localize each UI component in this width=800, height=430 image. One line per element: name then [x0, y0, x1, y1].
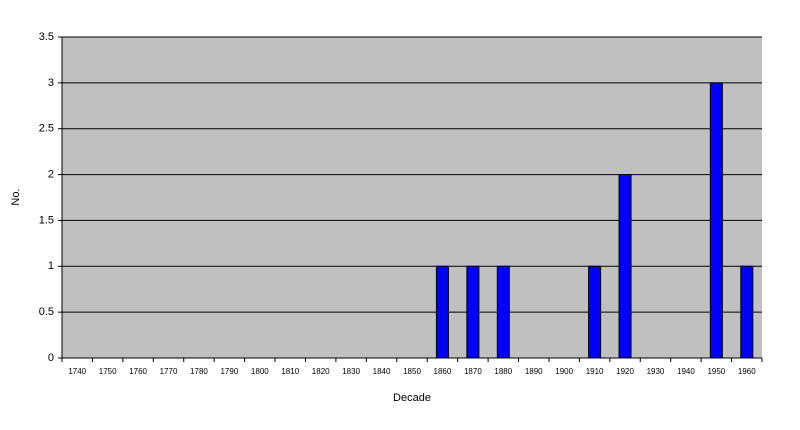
x-tick-label: 1950 [707, 367, 725, 376]
bar [618, 174, 632, 359]
y-tick-label: 1.5 [39, 214, 54, 226]
x-tick-label: 1900 [555, 367, 573, 376]
x-tick-label: 1740 [68, 367, 86, 376]
x-tick-label: 1810 [281, 367, 299, 376]
y-tick-label: 2.5 [39, 123, 54, 135]
y-axis-label: No. [10, 188, 22, 205]
x-axis-label: Decade [393, 392, 431, 404]
bar [740, 265, 754, 359]
x-tick-label: 1790 [220, 367, 238, 376]
x-tick-label: 1920 [616, 367, 634, 376]
bar [496, 265, 510, 359]
x-tick-label: 1750 [99, 367, 117, 376]
x-tick-label: 1940 [677, 367, 695, 376]
x-tick-label: 1910 [586, 367, 604, 376]
x-tick-label: 1760 [129, 367, 147, 376]
x-tick-label: 1930 [647, 367, 665, 376]
y-tick-label: 3.5 [39, 31, 54, 43]
x-tick-label: 1770 [160, 367, 178, 376]
y-tick-label: 0.5 [39, 306, 54, 318]
x-tick-label: 1780 [190, 367, 208, 376]
bar [435, 265, 449, 359]
bar [709, 82, 723, 359]
x-tick-label: 1820 [312, 367, 330, 376]
plot-area [62, 37, 762, 358]
y-tick-label: 2 [48, 168, 54, 180]
bar [588, 265, 602, 359]
bar [466, 265, 480, 359]
x-tick-label: 1880 [494, 367, 512, 376]
x-tick-label: 1850 [403, 367, 421, 376]
x-tick-label: 1860 [434, 367, 452, 376]
y-tick-label: 1 [48, 260, 54, 272]
x-tick-label: 1960 [738, 367, 756, 376]
y-tick-label: 0 [48, 352, 54, 364]
y-tick-label: 3 [48, 77, 54, 89]
x-tick-label: 1870 [464, 367, 482, 376]
x-tick-label: 1890 [525, 367, 543, 376]
x-tick-label: 1840 [373, 367, 391, 376]
x-tick-label: 1800 [251, 367, 269, 376]
x-tick-label: 1830 [342, 367, 360, 376]
